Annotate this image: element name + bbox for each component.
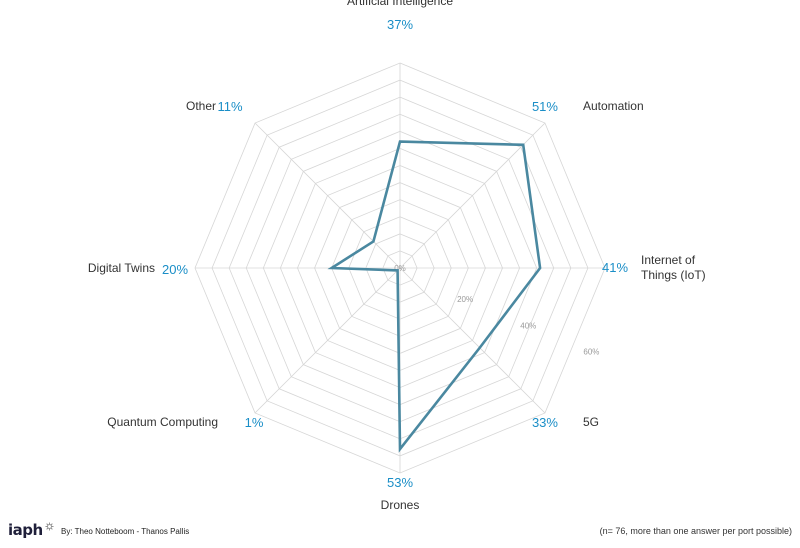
- value-label: 1%: [245, 415, 264, 430]
- grid-spoke: [399, 267, 546, 414]
- sample-note: (n= 76, more than one answer per port po…: [599, 526, 792, 536]
- value-label: 37%: [387, 17, 413, 32]
- category-label: Automation: [583, 99, 644, 113]
- logo-gear-icon: [45, 521, 54, 531]
- r-tick-label: 40%: [520, 321, 536, 330]
- grid-spoke: [254, 122, 401, 269]
- grid-spoke: [399, 122, 546, 269]
- category-label: Quantum Computing: [107, 415, 218, 429]
- r-tick-label: 0%: [394, 264, 406, 273]
- value-label: 53%: [387, 475, 413, 490]
- series-line: [327, 140, 542, 453]
- category-label: 5G: [583, 415, 599, 429]
- category-label: Other: [186, 99, 216, 113]
- value-label: 20%: [162, 262, 188, 277]
- iaph-logo: iaph: [8, 521, 54, 539]
- category-label: Internet of Things (IoT): [641, 253, 706, 282]
- logo-text: iaph: [8, 521, 43, 539]
- grid-spoke: [254, 267, 401, 414]
- value-label: 51%: [532, 99, 558, 114]
- r-tick-label: 60%: [583, 347, 599, 356]
- category-label: Artificial Intelligence: [347, 0, 453, 8]
- category-label: Drones: [381, 498, 420, 512]
- category-label: Digital Twins: [88, 261, 155, 275]
- r-tick-label: 20%: [457, 295, 473, 304]
- value-label: 33%: [532, 415, 558, 430]
- credit-text: By: Theo Notteboom - Thanos Pallis: [61, 527, 190, 536]
- value-label: 41%: [602, 260, 628, 275]
- value-label: 11%: [218, 99, 243, 114]
